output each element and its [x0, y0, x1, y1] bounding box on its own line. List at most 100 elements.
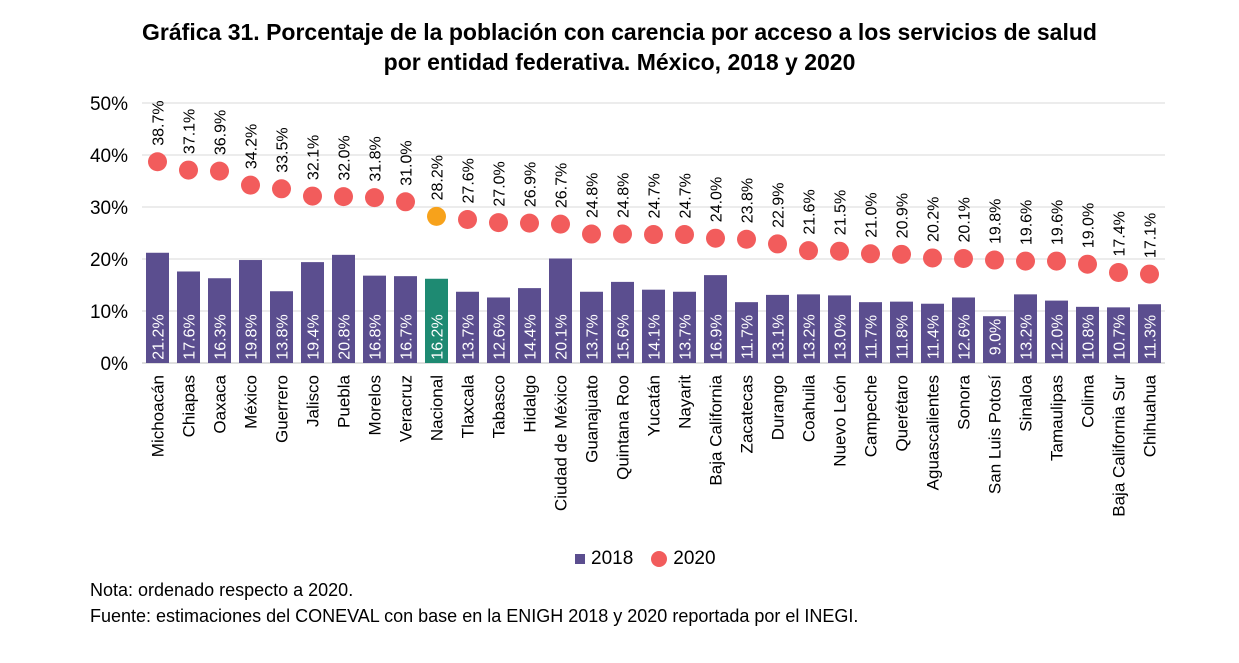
- bar-2018-label: 16.2%: [430, 314, 447, 359]
- dot-2020: [1078, 254, 1097, 274]
- bar-2018-label: 20.1%: [554, 314, 571, 359]
- dot-2020-label: 24.0%: [709, 177, 726, 222]
- bar-2018-label: 21.2%: [151, 314, 168, 359]
- dot-2020-label: 17.1%: [1143, 213, 1160, 258]
- bar-2018: [921, 303, 944, 363]
- y-tick-label: 40%: [90, 146, 128, 167]
- dot-2020: [241, 175, 260, 195]
- dot-2020: [1109, 263, 1128, 283]
- dot-2020-label: 36.9%: [213, 110, 230, 155]
- dot-2020: [365, 188, 384, 208]
- dot-2020: [1016, 251, 1035, 271]
- bar-2018-label: 11.7%: [864, 315, 881, 359]
- bar-2018-label: 16.8%: [368, 314, 385, 359]
- bar-2018: [1014, 294, 1037, 363]
- bar-2018: [146, 252, 169, 363]
- bar-2018: [177, 271, 200, 363]
- x-tick-label: Colima: [1079, 374, 1098, 427]
- dot-2020: [830, 241, 849, 261]
- bar-2018-label: 13.1%: [771, 314, 788, 359]
- bar-2018-label: 20.8%: [337, 314, 354, 359]
- bar-2018-label: 19.4%: [306, 314, 323, 359]
- x-tick-label: Tabasco: [490, 375, 509, 438]
- bar-2018-label: 10.8%: [1081, 314, 1098, 359]
- x-tick-label: Jalisco: [304, 375, 323, 427]
- chart-title-line-1: Gráfica 31. Porcentaje de la población c…: [142, 19, 1097, 45]
- bar-2018-label: 19.8%: [244, 314, 261, 359]
- dot-2020-label: 19.6%: [1019, 200, 1036, 245]
- dot-2020: [861, 244, 880, 264]
- bar-2018-label: 9.0%: [988, 319, 1005, 355]
- dot-2020: [179, 160, 198, 180]
- x-tick-label: Hidalgo: [521, 375, 540, 433]
- y-tick-label: 20%: [90, 250, 128, 271]
- dot-2020: [458, 209, 477, 229]
- bar-2018: [735, 302, 758, 363]
- dot-2020: [892, 244, 911, 264]
- x-tick-label: Chiapas: [180, 375, 199, 437]
- bar-2018: [1076, 306, 1099, 363]
- x-tick-label: Veracruz: [397, 375, 416, 442]
- dot-2020: [334, 187, 353, 207]
- bar-2018-label: 16.9%: [709, 314, 726, 359]
- bar-2018: [983, 316, 1006, 363]
- dot-2020: [272, 179, 291, 199]
- dot-2020-label: 20.2%: [926, 197, 943, 242]
- bar-2018: [611, 281, 634, 363]
- dot-2020: [148, 152, 167, 172]
- dot-2020-label: 17.4%: [1112, 211, 1129, 256]
- bar-2018: [549, 258, 572, 363]
- bar-2018: [1107, 307, 1130, 363]
- bar-2018: [239, 260, 262, 363]
- bar-2018-label: 15.6%: [616, 314, 633, 359]
- dot-2020-label: 38.7%: [151, 100, 168, 145]
- x-tick-label: Nacional: [428, 375, 447, 441]
- x-tick-label: Zacatecas: [738, 375, 757, 453]
- x-tick-label: Tamaulipas: [1048, 375, 1067, 461]
- dot-2020-label: 34.2%: [244, 124, 261, 169]
- chart-title-line-2: por entidad federativa. México, 2018 y 2…: [383, 49, 856, 75]
- bar-2018-label: 12.0%: [1050, 314, 1067, 359]
- bar-2018: [456, 291, 479, 363]
- bar-2018: [425, 278, 448, 363]
- x-tick-label: Ciudad de México: [552, 375, 571, 511]
- x-tick-label: Quintana Roo: [614, 375, 633, 480]
- dot-2020: [675, 225, 694, 245]
- bar-2018-label: 11.8%: [895, 315, 912, 359]
- bar-2018: [1045, 300, 1068, 363]
- x-tick-label: Sonora: [955, 374, 974, 429]
- dot-2020-label: 31.8%: [368, 136, 385, 181]
- x-tick-label: Baja California: [707, 374, 726, 485]
- bar-2018-label: 11.7%: [740, 315, 757, 359]
- bar-2018-label: 11.4%: [926, 315, 943, 359]
- dot-2020-label: 32.0%: [337, 135, 354, 180]
- bar-2018-label: 13.8%: [275, 314, 292, 359]
- dot-2020: [520, 213, 539, 233]
- bar-2018: [673, 291, 696, 363]
- bar-2018-label: 12.6%: [957, 314, 974, 359]
- dot-2020-label: 21.5%: [833, 190, 850, 235]
- x-tick-label: Baja California Sur: [1110, 375, 1129, 517]
- bar-2018: [797, 294, 820, 363]
- dot-2020-label: 37.1%: [182, 109, 199, 154]
- dot-2020-label: 27.6%: [461, 158, 478, 203]
- dot-2020: [489, 213, 508, 233]
- bar-2018: [332, 254, 355, 363]
- bar-2018-label: 12.6%: [492, 314, 509, 359]
- bar-2018-label: 16.7%: [399, 314, 416, 359]
- dot-2020: [427, 206, 446, 226]
- y-tick-label: 0%: [101, 354, 129, 375]
- dot-2020-label: 24.7%: [647, 173, 664, 218]
- x-tick-label: San Luis Potosí: [986, 375, 1005, 494]
- dot-2020: [768, 234, 787, 254]
- bar-2018: [859, 302, 882, 363]
- bar-2018: [952, 297, 975, 363]
- bar-2018-label: 10.7%: [1112, 314, 1129, 359]
- y-tick-label: 50%: [90, 94, 128, 115]
- bar-2018-label: 14.4%: [523, 314, 540, 359]
- x-tick-label: Guerrero: [273, 375, 292, 443]
- x-tick-label: Morelos: [366, 375, 385, 435]
- bar-2018: [518, 288, 541, 363]
- legend-label-2020: 2020: [673, 548, 716, 569]
- x-tick-label: Coahuila: [800, 374, 819, 442]
